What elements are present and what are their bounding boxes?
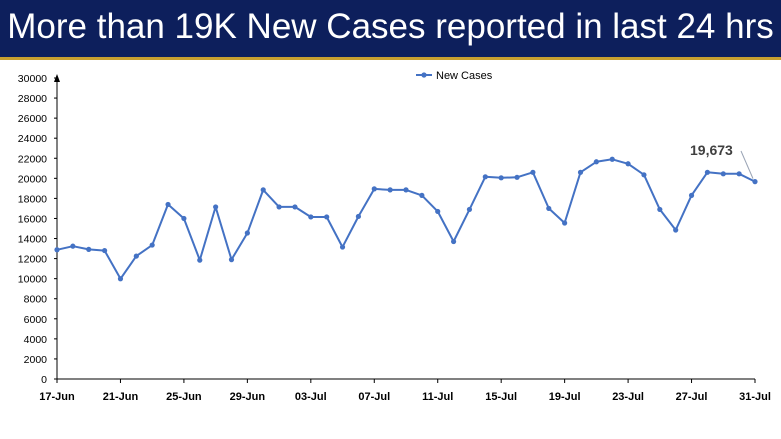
data-point xyxy=(149,242,155,248)
y-tick-label: 14000 xyxy=(18,234,47,246)
x-tick-label: 19-Jul xyxy=(549,391,581,403)
page-title: More than 19K New Cases reported in last… xyxy=(7,7,774,46)
y-tick-label: 22000 xyxy=(18,153,47,165)
y-tick-label: 16000 xyxy=(18,213,47,225)
y-tick-label: 4000 xyxy=(24,334,48,346)
y-tick-label: 18000 xyxy=(18,193,47,205)
data-point xyxy=(704,169,711,175)
x-tick-label: 27-Jul xyxy=(676,391,708,403)
data-point xyxy=(482,174,488,180)
data-point xyxy=(339,244,346,250)
data-point xyxy=(419,192,425,198)
y-tick-label: 8000 xyxy=(24,294,48,306)
data-point xyxy=(101,247,108,254)
banner-accent-line xyxy=(0,57,781,60)
data-point xyxy=(546,205,552,212)
data-point xyxy=(530,169,536,175)
y-tick-label: 0 xyxy=(41,374,47,386)
data-point xyxy=(625,161,631,167)
data-point xyxy=(562,220,568,226)
data-point xyxy=(260,187,266,193)
data-point xyxy=(276,204,282,210)
data-point xyxy=(609,156,615,162)
data-point xyxy=(181,215,187,222)
data-point xyxy=(228,257,235,263)
x-tick-label: 17-Jun xyxy=(39,391,75,403)
data-point xyxy=(673,227,679,233)
y-tick-label: 28000 xyxy=(18,93,47,105)
data-point xyxy=(736,171,742,177)
y-tick-label: 24000 xyxy=(18,133,47,145)
x-tick-label: 29-Jun xyxy=(230,391,266,403)
data-point xyxy=(165,201,171,208)
legend-marker xyxy=(421,72,427,78)
data-point xyxy=(54,247,60,253)
data-point xyxy=(498,175,504,181)
data-point xyxy=(466,206,473,213)
data-point xyxy=(403,187,409,193)
y-tick-label: 30000 xyxy=(18,73,47,85)
data-point xyxy=(213,204,219,210)
data-point xyxy=(641,172,647,178)
data-point xyxy=(720,171,726,177)
series-line xyxy=(56,158,756,280)
x-tick-label: 23-Jul xyxy=(612,391,644,403)
data-point xyxy=(244,230,250,236)
data-point xyxy=(657,206,663,213)
y-tick-label: 12000 xyxy=(18,254,47,266)
x-tick-label: 15-Jul xyxy=(485,391,517,403)
annotation-label: 19,673 xyxy=(690,142,733,158)
data-point xyxy=(387,187,393,193)
data-point xyxy=(688,192,695,198)
data-point xyxy=(355,213,362,220)
x-tick-label: 31-Jul xyxy=(739,391,771,403)
x-tick-label: 25-Jun xyxy=(166,391,202,403)
data-point xyxy=(117,276,124,282)
x-tick-label: 11-Jul xyxy=(422,391,453,403)
x-tick-label: 03-Jul xyxy=(295,391,327,403)
data-point xyxy=(292,204,298,210)
data-point xyxy=(450,238,457,245)
title-banner xyxy=(0,0,781,57)
data-point xyxy=(133,253,139,259)
x-tick-label: 21-Jun xyxy=(103,391,139,403)
data-point xyxy=(324,214,330,220)
y-tick-label: 20000 xyxy=(18,173,47,185)
y-tick-label: 6000 xyxy=(24,314,48,326)
data-point xyxy=(371,186,377,192)
data-point xyxy=(197,257,203,263)
data-point xyxy=(86,246,92,252)
data-point xyxy=(593,159,599,165)
legend-label: New Cases xyxy=(436,70,493,82)
data-point xyxy=(435,208,441,215)
data-point xyxy=(70,243,76,249)
y-tick-label: 26000 xyxy=(18,113,47,125)
data-point xyxy=(577,169,584,175)
data-point xyxy=(752,179,758,185)
y-tick-label: 2000 xyxy=(24,354,48,366)
data-point xyxy=(514,174,520,180)
data-point xyxy=(308,214,314,220)
y-tick-label: 10000 xyxy=(18,274,47,286)
x-tick-label: 07-Jul xyxy=(358,391,390,403)
annotation-leader xyxy=(740,150,754,179)
